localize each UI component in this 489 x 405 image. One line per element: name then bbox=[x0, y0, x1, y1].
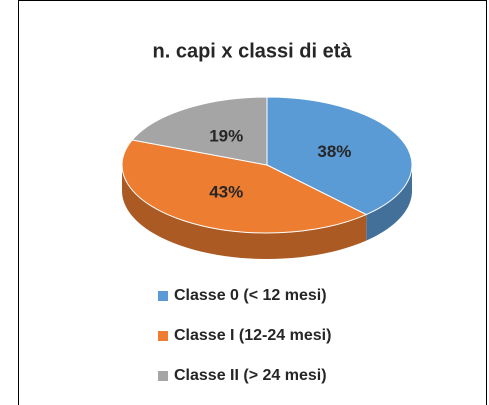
pie-slice bbox=[121, 139, 368, 234]
data-label: 38% bbox=[317, 142, 351, 161]
legend-label: Classe 0 (< 12 mesi) bbox=[174, 287, 327, 304]
pie-slice bbox=[131, 96, 268, 166]
pie-side bbox=[122, 165, 367, 259]
legend-label: Classe II (> 24 mesi) bbox=[174, 367, 327, 384]
legend-swatch bbox=[158, 291, 168, 301]
data-label: 43% bbox=[209, 183, 243, 202]
legend-swatch bbox=[158, 331, 168, 341]
pie-side bbox=[366, 165, 412, 241]
chart-title: n. capi x classi di età bbox=[153, 40, 353, 62]
pie-slice bbox=[266, 96, 413, 216]
data-label: 19% bbox=[209, 126, 243, 145]
legend-label: Classe I (12-24 mesi) bbox=[174, 327, 331, 344]
legend-swatch bbox=[158, 371, 168, 381]
